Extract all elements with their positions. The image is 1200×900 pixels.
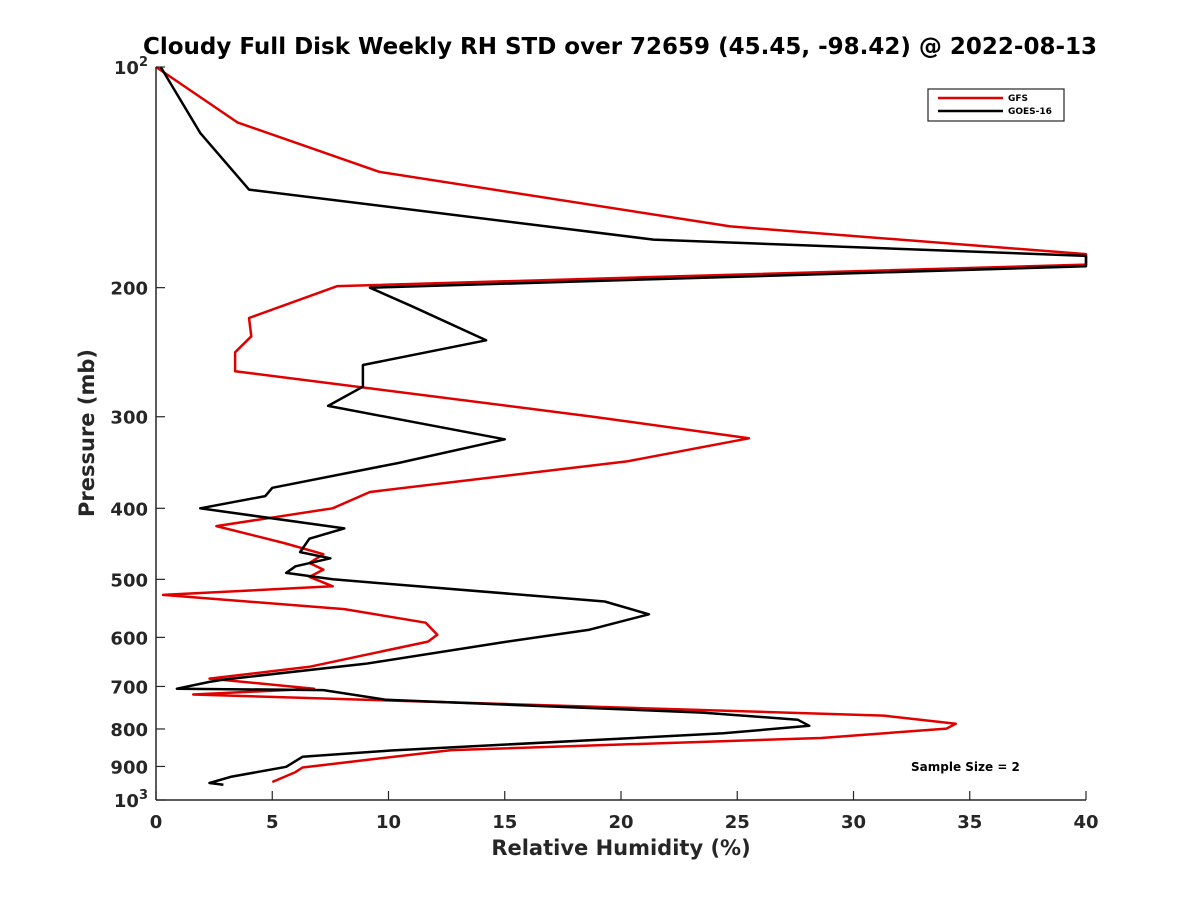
y-ticks: 102 200 300 400 500 600 700 800 900 103	[110, 55, 165, 812]
legend-label-gfs: GFS	[1008, 94, 1028, 104]
x-tick-label: 5	[266, 812, 279, 833]
x-tick-label: 40	[1073, 812, 1098, 833]
x-ticks: 0 5 10 15 20 25 30 35 40	[150, 791, 1099, 833]
x-tick-label: 20	[608, 812, 633, 833]
sample-size-annotation: Sample Size = 2	[911, 760, 1020, 774]
y-tick-label: 102	[114, 55, 148, 79]
series-line-goes16	[159, 66, 1088, 786]
y-axis-label: Pressure (mb)	[75, 349, 99, 517]
chart-title: Cloudy Full Disk Weekly RH STD over 7265…	[143, 34, 1097, 60]
y-tick-label: 400	[110, 499, 148, 520]
y-tick-label: 700	[110, 677, 148, 698]
x-axis-label: Relative Humidity (%)	[491, 836, 750, 860]
legend-label-goes16: GOES-16	[1008, 107, 1052, 117]
y-tick-label: 300	[110, 408, 148, 429]
y-tick-label: 500	[110, 570, 148, 591]
series-line-gfs	[155, 65, 1088, 784]
y-tick-label: 103	[114, 788, 148, 812]
y-tick-label: 200	[110, 279, 148, 300]
legend: GFS GOES-16	[927, 88, 1065, 122]
y-tick-label: 600	[110, 628, 148, 649]
x-tick-label: 30	[841, 812, 866, 833]
y-tick-label: 900	[110, 757, 148, 778]
plot-lines	[155, 65, 1088, 786]
x-tick-label: 25	[725, 812, 750, 833]
x-tick-label: 35	[957, 812, 982, 833]
x-tick-label: 0	[150, 812, 163, 833]
x-tick-label: 10	[376, 812, 401, 833]
y-tick-label: 800	[110, 720, 148, 741]
legend-box	[927, 88, 1065, 122]
x-tick-label: 15	[492, 812, 517, 833]
